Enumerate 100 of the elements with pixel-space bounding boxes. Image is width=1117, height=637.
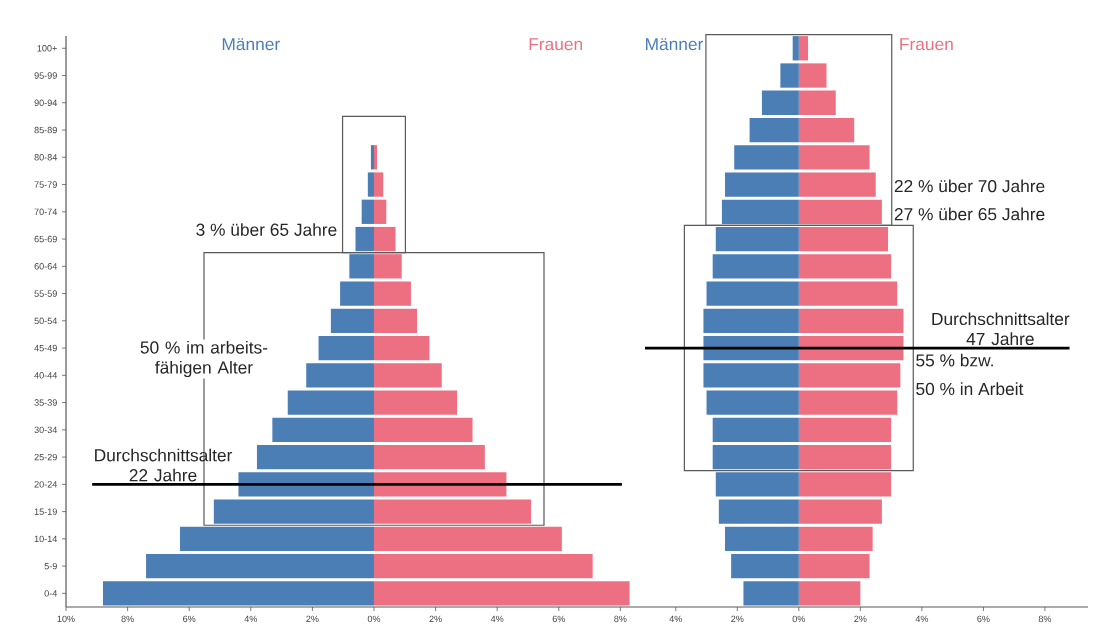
text: Frauen [900,38,953,51]
bar [373,526,562,552]
y-tick-label: 50-54 [34,317,58,325]
bar [798,417,892,442]
x-tick-label: 2% [306,615,319,623]
y-tick-label: 100+ [37,45,57,52]
bar [798,254,892,279]
bar [798,145,870,170]
annotation: 50 % im arbeits- fähigen Alter [140,340,268,378]
y-tick-label: 60-64 [34,263,58,270]
y-tick-label: 35-39 [34,399,57,406]
bar [373,499,532,524]
bar [798,390,898,415]
y-tick-label: 90-94 [34,99,58,106]
x-tick-label: 0% [367,615,381,623]
bar [373,199,387,224]
x-tick-label: 2% [854,615,867,623]
bar [330,308,374,333]
y-tick-label: 25-29 [34,453,57,461]
bar [146,553,374,579]
bar [798,36,809,61]
bar [798,117,855,143]
x-tick-label: 8% [1038,615,1052,623]
bar [721,199,799,224]
bar [373,417,473,442]
ref-line-label: Durchschnittsalter 47 Jahre [932,312,1070,346]
bar [703,308,799,333]
bar [373,335,430,361]
bar [373,308,418,333]
x-tick-label: 6% [552,615,565,623]
bar [349,254,374,279]
bar [792,36,799,61]
bar [718,499,799,524]
bar [798,363,901,388]
bar [373,390,458,415]
y-tick-label: 95-99 [34,72,57,79]
bar [256,444,374,470]
bar [798,308,904,333]
bar [306,363,374,388]
bar [798,172,876,197]
annotation: 22 % über 70 Jahre [894,179,1045,193]
bar [373,145,378,170]
bar [731,553,799,579]
bar [706,281,799,306]
bar [798,335,904,361]
x-tick-label: 4% [244,615,258,623]
y-tick-label: 80-84 [34,154,58,161]
x-tick-label: 10% [57,615,75,623]
text: Frauen [529,38,583,51]
bar [715,226,799,252]
y-tick-label: 40-44 [34,372,58,379]
bar [734,145,799,170]
x-tick-label: 4% [915,615,929,623]
text: Männer [646,38,704,51]
y-tick-label: 5-9 [44,562,57,570]
y-tick-label: 30-34 [34,426,58,434]
y-tick-label: 55-59 [34,290,57,297]
bar [724,526,799,552]
y-tick-label: 65-69 [34,235,57,243]
text: Männer [222,38,280,51]
bar [798,444,892,470]
annotation: 3 % über 65 Jahre [196,223,337,236]
y-tick-label: 75-79 [34,181,57,188]
annotation: 50 % in Arbeit [916,382,1024,396]
bar [287,390,374,415]
bar [373,553,593,579]
y-tick-label: 85-89 [34,126,57,134]
bar [706,390,799,415]
bar [798,281,898,306]
bar [373,281,411,306]
bar [715,472,799,497]
bar [361,199,374,224]
x-tick-label: 6% [977,615,990,623]
bar [780,63,799,88]
x-tick-label: 8% [121,615,134,623]
bar [272,417,374,442]
bar [318,335,374,361]
bar [761,90,799,115]
bar [367,172,374,197]
bar [749,117,799,143]
bar [712,254,799,279]
bar [703,335,799,361]
x-tick-label: 2% [731,615,744,623]
bar [798,63,827,88]
bar [355,226,374,252]
bar [798,526,873,552]
y-tick-label: 45-49 [34,344,57,352]
bar [373,444,485,470]
y-tick-label: 20-24 [34,481,58,488]
bar [798,499,882,524]
x-tick-label: 6% [183,615,196,623]
y-tick-label: 10-14 [34,535,58,543]
bar [798,472,892,497]
bar [373,172,384,197]
bar [724,172,799,197]
bar [712,444,799,470]
bar [743,581,799,606]
annotation: 27 % über 65 Jahre [894,207,1045,221]
bar [373,363,442,388]
bar [703,363,799,388]
